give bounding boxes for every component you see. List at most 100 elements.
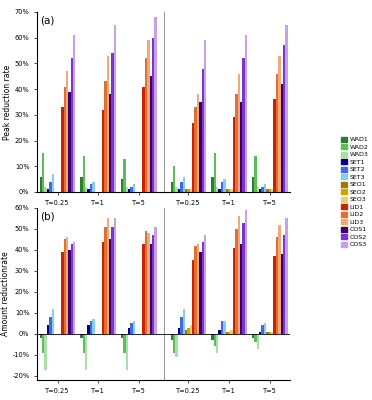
Bar [252,176,254,192]
Bar [240,102,242,192]
Bar [218,330,221,334]
Bar [102,110,104,192]
Bar [223,321,225,334]
Bar [242,58,245,192]
Bar [83,334,85,353]
Bar [66,237,68,334]
Bar [133,321,135,334]
Bar [126,187,128,192]
Bar [269,332,271,334]
Bar [44,187,47,192]
Text: (b): (b) [40,212,54,222]
Bar [202,68,204,192]
Bar [262,187,264,192]
Bar [49,182,52,192]
Bar [199,102,202,192]
Bar [285,218,288,334]
Y-axis label: Peak reduction rate: Peak reduction rate [3,64,12,140]
Bar [39,176,42,192]
Bar [225,332,228,334]
Bar [190,326,192,334]
Bar [104,227,106,334]
Bar [266,190,269,192]
Bar [175,334,178,357]
Bar [228,190,230,192]
Bar [254,156,257,192]
Bar [44,334,47,370]
Bar [42,154,44,192]
Bar [170,334,173,340]
Bar [204,40,206,192]
Bar [170,182,173,192]
Text: (a): (a) [40,16,54,26]
Bar [273,256,276,334]
Bar [278,225,280,334]
Bar [106,218,109,334]
Bar [173,166,175,192]
Bar [218,190,221,192]
Bar [245,210,247,334]
Bar [280,84,283,192]
Bar [262,326,264,334]
Bar [238,216,240,334]
Bar [114,218,116,334]
Bar [197,244,199,334]
Bar [68,92,71,192]
Bar [221,182,223,192]
Bar [197,94,199,192]
Bar [71,244,73,334]
Text: TN: TN [92,214,104,222]
Bar [199,252,202,334]
Bar [178,190,180,192]
Bar [92,182,94,192]
Bar [80,334,83,338]
Bar [47,190,49,192]
Bar [109,240,111,334]
Bar [214,154,216,192]
Bar [83,156,85,192]
Bar [145,231,147,334]
Bar [230,330,233,334]
Bar [240,244,242,334]
Bar [266,332,269,334]
Legend: WAD1, WAD2, WAD3, SET1, SET2, SET3, SEO1, SEO2, SEO3, LID1, LID2, LID3, COS1, CO: WAD1, WAD2, WAD3, SET1, SET2, SET3, SEO1… [340,136,369,248]
Bar [185,330,187,334]
Bar [131,323,133,334]
Bar [271,190,273,192]
Text: TP: TP [224,214,234,222]
Bar [195,107,197,192]
Bar [128,328,131,334]
Bar [47,326,49,334]
Bar [109,94,111,192]
Bar [173,334,175,353]
Bar [223,179,225,192]
Bar [114,25,116,192]
Bar [214,334,216,346]
Bar [87,190,90,192]
Bar [150,76,152,192]
Bar [147,40,150,192]
Bar [90,184,92,192]
Bar [195,246,197,334]
Bar [254,334,257,342]
Bar [211,334,214,340]
Bar [90,321,92,334]
Bar [111,53,114,192]
Bar [190,190,192,192]
Bar [221,321,223,334]
Bar [61,107,64,192]
Bar [80,176,83,192]
Bar [283,235,285,334]
Bar [264,323,266,334]
Bar [228,332,230,334]
Bar [245,35,247,192]
Bar [283,46,285,192]
Bar [87,326,90,334]
Bar [121,334,123,338]
Bar [152,38,154,192]
Bar [269,190,271,192]
Bar [242,223,245,334]
Bar [61,252,64,334]
Y-axis label: Amount reductionrate: Amount reductionrate [1,252,10,336]
Bar [154,17,157,192]
